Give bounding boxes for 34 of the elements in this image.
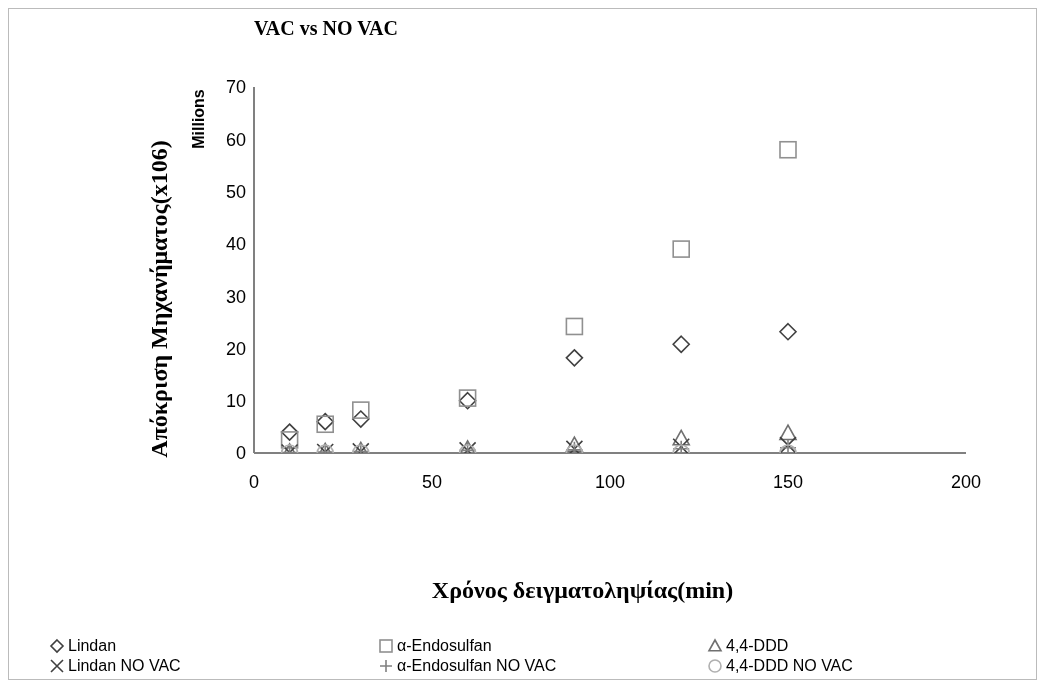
y-tick-label: 30 <box>225 286 246 307</box>
legend-label: 4,4-DDD <box>726 637 789 655</box>
x-tick-label: 50 <box>421 471 443 492</box>
x-axis-title: Χρόνος δειγματοληψίας(min) <box>430 577 735 604</box>
point <box>565 317 584 336</box>
y-tick-label: 70 <box>225 77 246 98</box>
y-tick-label: 20 <box>225 338 246 359</box>
x-tick-label: 150 <box>772 471 804 492</box>
y-tick-label: 50 <box>225 181 246 202</box>
y-tick-label: 40 <box>225 234 246 255</box>
legend-label: Lindan NO VAC <box>68 657 181 675</box>
chart-title: VAC vs NO VAC <box>254 17 398 40</box>
y-tick-label: 60 <box>225 129 246 150</box>
legend-label: Lindan <box>68 637 117 655</box>
legend-label: α-Endosulfan NO VAC <box>397 657 557 675</box>
legend-label: 4,4-DDD NO VAC <box>726 657 853 675</box>
point <box>779 322 797 341</box>
point <box>352 401 370 419</box>
point <box>280 423 299 441</box>
x-tick-label: 0 <box>248 471 260 492</box>
y-tick-label: 0 <box>235 443 246 464</box>
y-axis-title: Απόκριση Μηχανήματος(x106) <box>145 140 173 458</box>
point <box>779 424 797 441</box>
x-tick-label: 200 <box>950 471 982 492</box>
point <box>352 410 370 428</box>
point <box>565 349 584 367</box>
point <box>672 335 690 354</box>
point <box>672 240 690 258</box>
y-tick-label: 10 <box>225 391 246 412</box>
point <box>672 429 690 446</box>
text: Millions <box>190 89 208 149</box>
point <box>280 431 299 449</box>
x-tick-label: 100 <box>594 471 626 492</box>
legend-label: α-Endosulfan <box>397 637 492 655</box>
